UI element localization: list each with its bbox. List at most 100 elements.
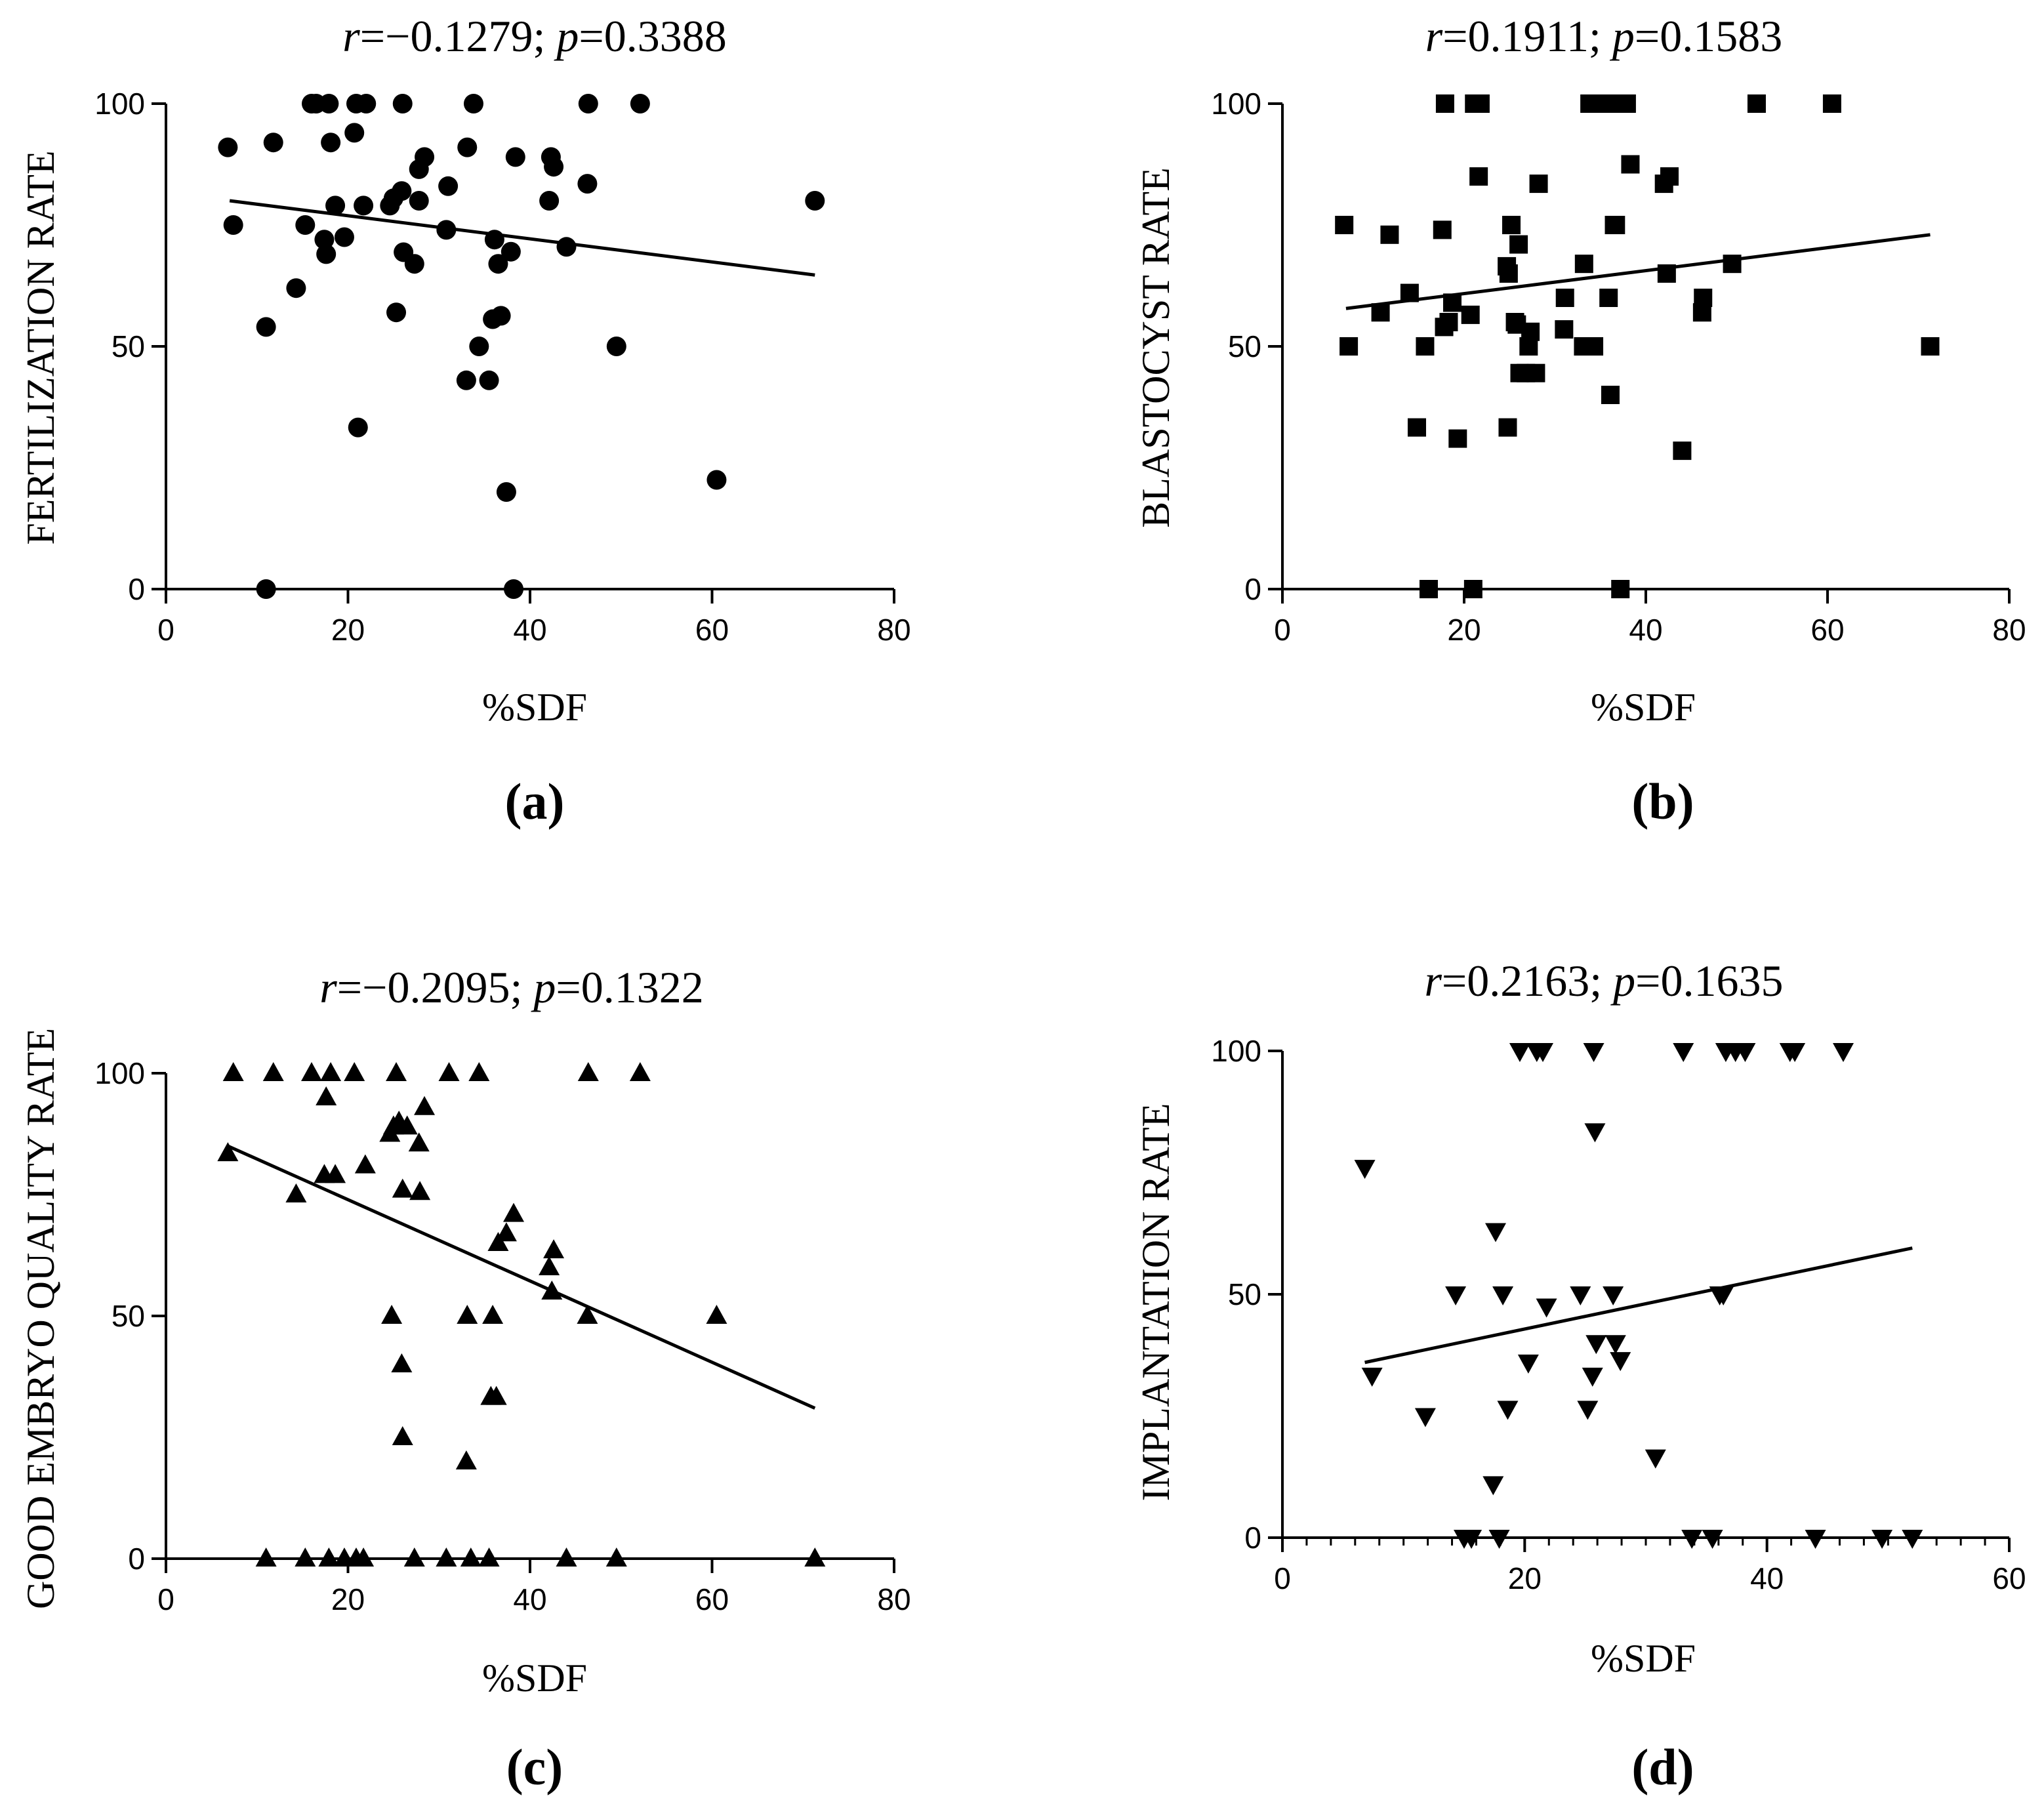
- panel-c-data-point: [543, 1239, 565, 1259]
- panel-a-data-point: [484, 230, 504, 250]
- panel-d-regression-line: [1364, 1246, 1913, 1364]
- panel-a-data-point: [463, 94, 483, 113]
- panel-d-data-point: [1673, 1043, 1694, 1062]
- panel-c-data-point: [438, 1062, 460, 1081]
- panel-c-data-point: [541, 1281, 563, 1300]
- panel-d-data-point: [1784, 1043, 1806, 1062]
- panel-b-title-p-value: =0.1583: [1635, 11, 1782, 61]
- panel-a-data-point: [314, 230, 335, 250]
- panel-a-data-point: [456, 370, 476, 390]
- panel-b-data-point: [1380, 225, 1399, 244]
- panel-b-data-point: [1555, 289, 1574, 307]
- panel-d-plot: 0 20 40 60 0 50 100: [1211, 1034, 2026, 1595]
- panel-d-x-tick-label: 0: [1274, 1561, 1291, 1595]
- panel-b-data-point: [1471, 94, 1490, 113]
- panel-a-y-tick-label: 0: [128, 572, 145, 606]
- panel-c-y-axis-label: GOOD EMBRYO QUALITY RATE: [19, 1028, 62, 1609]
- panel-b-data-point: [1371, 303, 1390, 322]
- panel-c-data-point: [354, 1154, 376, 1174]
- panel-b-data-point: [1435, 94, 1454, 113]
- panel-a-data-point: [505, 147, 525, 167]
- panel-a-data-point: [344, 123, 365, 143]
- panel-a-x-axis-label: %SDF: [482, 686, 587, 729]
- panel-d-label: (d): [1631, 1738, 1694, 1795]
- panel-a-data-point: [556, 237, 577, 257]
- panel-a: r=−0.1279; p=0.3388 FERTILIZATION RATE %…: [19, 11, 911, 830]
- panel-b-data-point: [1339, 337, 1359, 356]
- panel-a-data-point: [321, 133, 341, 153]
- panel-b-data-point: [1617, 94, 1636, 113]
- panel-d-data-point: [1603, 1286, 1624, 1305]
- panel-a-y-axis-label: FERTILIZATION RATE: [19, 150, 62, 544]
- panel-a-title: r=−0.1279; p=0.3388: [342, 11, 726, 61]
- panel-d-data-point: [1445, 1286, 1467, 1305]
- panel-d-data-point: [1681, 1530, 1703, 1549]
- panel-b-data-point: [1657, 264, 1676, 283]
- panel-a-title-r-value: =−0.1279;: [360, 11, 557, 61]
- panel-d-data-point: [1702, 1530, 1723, 1549]
- panel-c-label: (c): [506, 1738, 563, 1795]
- panel-a-data-point: [496, 482, 516, 502]
- panel-c-data-point: [468, 1062, 490, 1081]
- panel-d-x-tick-label: 20: [1508, 1561, 1542, 1595]
- panel-c-data-point: [295, 1548, 316, 1567]
- panel-b-plot: 0 20 40 60 80 0 50 100: [1211, 87, 2026, 647]
- panel-d: r=0.2163; p=0.1635 IMPLANTATION RATE %SD…: [1134, 956, 2026, 1795]
- panel-a-data-point: [457, 137, 478, 157]
- panel-b-data-point: [1526, 363, 1545, 382]
- panel-c-data-point: [344, 1062, 365, 1081]
- panel-b-data-point: [1621, 155, 1640, 174]
- panel-b-x-tick-label: 20: [1447, 613, 1481, 647]
- panel-a-data-point: [316, 244, 337, 264]
- panel-c-data-point: [706, 1305, 727, 1324]
- panel-c-data-point: [539, 1256, 560, 1275]
- panel-b-y-tick-label: 100: [1211, 87, 1261, 121]
- panel-c-data-point: [320, 1062, 342, 1081]
- panel-b-data-point: [1439, 313, 1458, 331]
- panel-d-data-point: [1497, 1401, 1519, 1420]
- panel-d-title-p-value: =0.1635: [1635, 956, 1783, 1006]
- panel-b-data-point: [1416, 337, 1435, 356]
- panel-a-data-point: [218, 137, 238, 157]
- panel-c-x-tick-label: 80: [877, 1582, 910, 1616]
- panel-c-data-point: [392, 1178, 413, 1198]
- panel-a-data-point: [544, 157, 564, 177]
- panel-a-data-point: [438, 176, 459, 196]
- panel-c-data-point: [460, 1548, 481, 1567]
- panel-c-data-point: [396, 1115, 418, 1135]
- panel-b-data-point: [1601, 386, 1620, 404]
- panel-b-x-tick-label: 80: [1992, 613, 2026, 647]
- panel-d-data-point: [1584, 1123, 1606, 1143]
- panel-b-data-point: [1461, 305, 1480, 324]
- panel-c-x-tick-label: 60: [695, 1582, 729, 1616]
- panel-d-data-point: [1354, 1160, 1376, 1179]
- panel-d-x-tick-label: 40: [1750, 1561, 1784, 1595]
- panel-c-x-tick-label: 40: [513, 1582, 546, 1616]
- panel-a-data-point: [491, 306, 511, 326]
- panel-d-data-point: [1610, 1352, 1631, 1372]
- panel-b-data-point: [1694, 289, 1713, 307]
- panel-c-data-point: [381, 1305, 403, 1324]
- panel-b-data-point: [1400, 283, 1419, 302]
- panel-b-x-tick-label: 60: [1810, 613, 1844, 647]
- panel-b-data-point: [1407, 418, 1426, 437]
- panel-d-y-tick-label: 0: [1244, 1521, 1261, 1555]
- panel-a-data-point: [630, 94, 650, 113]
- panel-d-data-point: [1582, 1367, 1603, 1387]
- panel-b-data-point: [1606, 216, 1625, 234]
- panel-c-data-point: [318, 1548, 340, 1567]
- panel-c-data-point: [408, 1132, 430, 1152]
- panel-c-y-tick-label: 50: [112, 1299, 145, 1333]
- panel-c-data-point: [556, 1548, 577, 1567]
- panel-b-data-point: [1822, 94, 1841, 113]
- panel-b-data-point: [1498, 418, 1517, 437]
- panel-b-x-axis-label: %SDF: [1591, 686, 1696, 729]
- panel-a-data-point: [415, 147, 435, 167]
- panel-c: r=−0.2095; p=0.1322 GOOD EMBRYO QUALITY …: [19, 962, 911, 1795]
- panel-c-y-tick-label: 100: [94, 1056, 145, 1090]
- panel-a-data-point: [356, 94, 377, 113]
- panel-a-title-r: r: [342, 11, 360, 61]
- panel-b-data-point: [1555, 320, 1574, 339]
- panel-c-x-tick-label: 0: [157, 1582, 174, 1616]
- panel-c-data-point: [222, 1062, 244, 1081]
